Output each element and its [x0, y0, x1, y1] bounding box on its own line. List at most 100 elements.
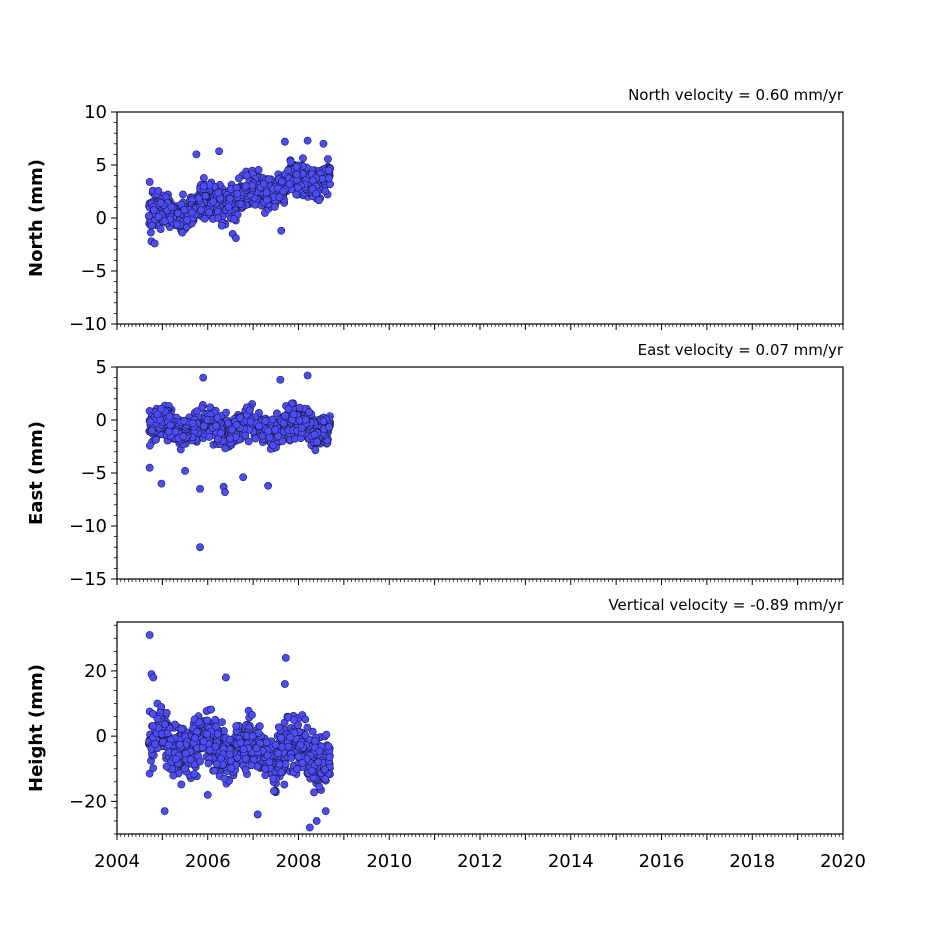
data-point: [165, 412, 174, 421]
data-point: [193, 407, 201, 415]
data-point: [261, 417, 270, 425]
data-point: [199, 737, 208, 746]
y-tick-label: 0: [96, 208, 107, 229]
data-point-outlier: [181, 466, 189, 475]
data-point: [232, 722, 241, 730]
data-point: [310, 788, 318, 797]
data-point: [279, 187, 288, 196]
data-point: [325, 753, 334, 762]
data-point: [318, 175, 327, 183]
data-point: [153, 714, 162, 723]
data-point: [161, 720, 169, 729]
height-velocity-title: Vertical velocity = -0.89 mm/yr: [608, 596, 843, 614]
data-point: [319, 417, 328, 426]
data-point: [213, 730, 222, 738]
data-point: [303, 723, 312, 732]
data-point: [228, 425, 236, 434]
data-point: [265, 758, 274, 766]
data-point: [194, 194, 203, 203]
data-point: [179, 190, 187, 199]
data-point-outlier: [312, 817, 321, 825]
data-point: [274, 749, 283, 758]
data-point: [296, 741, 305, 749]
data-point: [284, 405, 293, 414]
y-tick-label: 5: [96, 357, 107, 378]
data-point: [244, 437, 253, 446]
data-point: [181, 764, 189, 773]
data-point: [186, 755, 195, 764]
data-point: [200, 422, 208, 430]
data-point: [310, 430, 319, 439]
data-point: [274, 432, 283, 441]
data-point: [259, 180, 268, 188]
x-tick-label: 2006: [185, 851, 231, 872]
x-tick-label: 2018: [729, 851, 775, 872]
east-panel: 5 0 −5 −10 −15 East velocity = 0.07 mm/yr East…: [26, 341, 844, 590]
data-point: [275, 760, 284, 769]
data-point: [315, 196, 323, 205]
data-point: [284, 742, 293, 751]
data-point: [171, 427, 180, 436]
data-point: [247, 761, 256, 770]
data-point: [196, 757, 204, 766]
data-point: [285, 180, 294, 189]
data-point: [151, 739, 159, 748]
data-point: [150, 206, 158, 214]
data-point-outlier: [276, 375, 285, 384]
data-point: [242, 171, 251, 180]
data-point: [321, 187, 330, 196]
data-point-outlier: [199, 373, 208, 382]
north-points: [144, 136, 335, 248]
data-point: [226, 434, 234, 443]
data-point: [211, 742, 220, 751]
north-y-axis-label: North (mm): [26, 159, 47, 277]
data-point: [262, 188, 271, 197]
data-point-outlier: [145, 631, 154, 639]
data-point: [264, 427, 273, 435]
data-point: [201, 192, 210, 200]
data-point: [315, 747, 324, 756]
data-point-outlier: [196, 543, 204, 552]
data-point: [224, 419, 233, 428]
x-tick-label: 2014: [548, 851, 594, 872]
y-tick-label: 0: [96, 726, 107, 747]
data-point: [205, 208, 214, 217]
y-tick-label: 20: [84, 661, 107, 682]
data-point: [220, 774, 229, 783]
x-tick-label: 2010: [366, 851, 412, 872]
data-point: [162, 762, 171, 771]
data-point-outlier: [253, 810, 262, 819]
data-point: [216, 429, 225, 437]
data-point: [301, 731, 310, 740]
data-point: [154, 186, 163, 195]
height-points: [145, 631, 334, 832]
data-point-outlier: [192, 150, 201, 159]
data-point: [270, 202, 279, 211]
data-point: [239, 745, 248, 754]
data-point: [188, 208, 196, 217]
data-point: [222, 408, 230, 417]
data-point-outlier: [319, 139, 328, 148]
data-point: [286, 157, 295, 166]
data-point: [233, 189, 242, 198]
height-panel: 20 0 −20 2004 2006 2008 2010 2012 2014 2016 2018 20…: [26, 596, 866, 872]
data-point: [157, 404, 166, 413]
data-point: [311, 446, 320, 455]
data-point: [289, 716, 298, 724]
data-point: [322, 730, 331, 739]
data-point-outlier: [160, 807, 169, 816]
data-point: [278, 177, 286, 186]
data-point: [162, 709, 171, 717]
data-point-outlier: [239, 473, 248, 482]
data-point: [221, 444, 230, 453]
data-point: [293, 183, 302, 192]
data-point-outlier: [150, 239, 159, 248]
data-point: [279, 419, 288, 428]
data-point: [175, 740, 184, 749]
data-point-outlier: [305, 823, 314, 832]
north-panel: 10 5 0 −5 −10 North velocity = 0.60 mm/yr Nort…: [26, 86, 844, 335]
data-point: [156, 198, 165, 207]
data-point: [241, 765, 250, 774]
data-point: [232, 420, 241, 429]
data-point-outlier: [321, 807, 330, 816]
